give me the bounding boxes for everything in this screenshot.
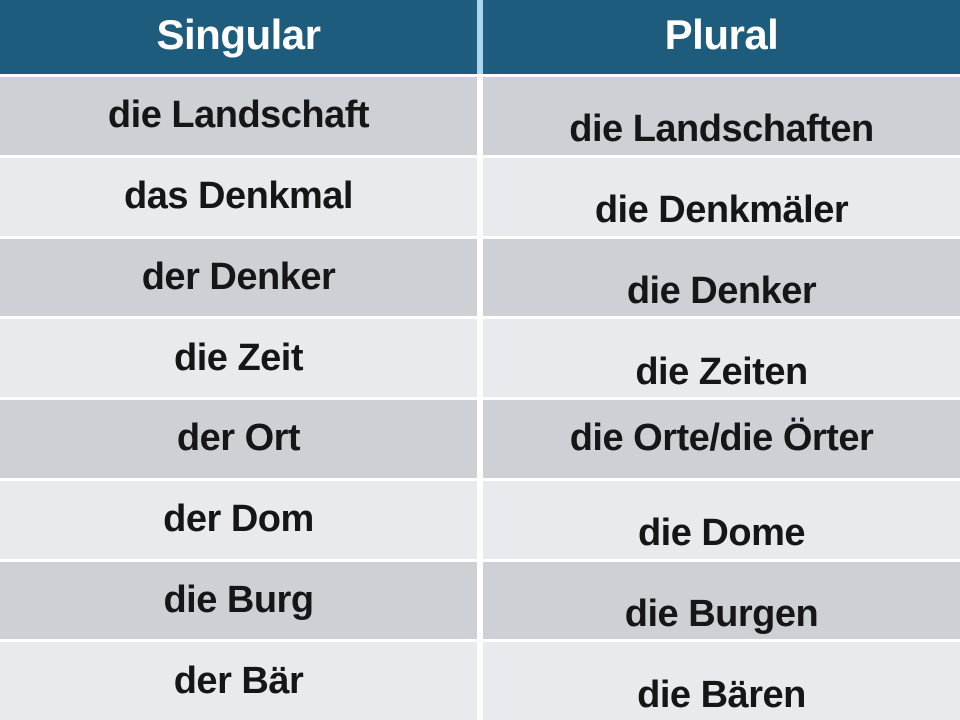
plural-cell: die Zeiten [483, 319, 960, 397]
plural-cell-text: die Orte/die Örter [569, 417, 874, 460]
singular-cell: der Bär [0, 642, 477, 720]
plural-cell: die Denkmäler [483, 157, 960, 236]
singular-cell: der Ort [0, 400, 477, 478]
table-row: das Denkmal die Denkmäler [0, 154, 960, 236]
table-row: der Bär die Bären [0, 639, 960, 720]
header-plural-label: Plural [664, 11, 779, 58]
plural-cell-text: die Landschaften [569, 108, 874, 151]
singular-cell-text: der Dom [163, 498, 314, 541]
column-divider [477, 319, 483, 397]
header-cell-singular: Singular [0, 0, 477, 74]
plural-cell: die Dome [483, 480, 960, 559]
column-divider [477, 480, 483, 559]
singular-cell: der Dom [0, 480, 477, 559]
plural-cell-text: die Denkmäler [594, 189, 849, 232]
plural-cell: die Burgen [483, 561, 960, 640]
plural-cell: die Orte/die Örter [483, 400, 960, 478]
plural-cell-text: die Burgen [624, 592, 819, 635]
header-column-divider [477, 0, 483, 74]
column-divider [477, 77, 483, 155]
header-singular-label: Singular [156, 11, 321, 58]
singular-cell: die Landschaft [0, 77, 477, 155]
table-body: die Landschaft die Landschaften das Denk… [0, 74, 960, 720]
singular-cell-text: die Landschaft [107, 94, 370, 137]
singular-cell-text: der Ort [176, 417, 301, 460]
table-row: die Burg die Burgen [0, 558, 960, 640]
header-cell-plural: Plural [483, 0, 960, 74]
column-divider [477, 642, 483, 720]
plural-cell: die Bären [483, 642, 960, 720]
table-row: der Ort die Orte/die Örter [0, 397, 960, 478]
table-row: der Dom die Dome [0, 477, 960, 559]
singular-cell-text: die Burg [163, 578, 314, 621]
plural-cell-text: die Dome [637, 512, 806, 555]
singular-cell: das Denkmal [0, 157, 477, 236]
column-divider [477, 561, 483, 640]
singular-cell: der Denker [0, 238, 477, 317]
singular-cell: die Burg [0, 561, 477, 640]
column-divider [477, 400, 483, 478]
singular-cell-text: der Bär [173, 659, 304, 702]
table-row: die Landschaft die Landschaften [0, 74, 960, 155]
column-divider [477, 238, 483, 317]
column-divider [477, 157, 483, 236]
plural-cell: die Landschaften [483, 77, 960, 155]
table-row: die Zeit die Zeiten [0, 316, 960, 397]
table-header-row: Singular Plural [0, 0, 960, 74]
plural-cell-text: die Bären [637, 673, 806, 716]
plural-cell-text: die Zeiten [635, 350, 808, 393]
singular-cell-text: der Denker [141, 255, 336, 298]
table-row: der Denker die Denker [0, 235, 960, 317]
plural-cell: die Denker [483, 238, 960, 317]
singular-cell-text: die Zeit [173, 336, 304, 379]
plural-cell-text: die Denker [626, 269, 817, 312]
singular-cell: die Zeit [0, 319, 477, 397]
singular-cell-text: das Denkmal [124, 175, 353, 218]
